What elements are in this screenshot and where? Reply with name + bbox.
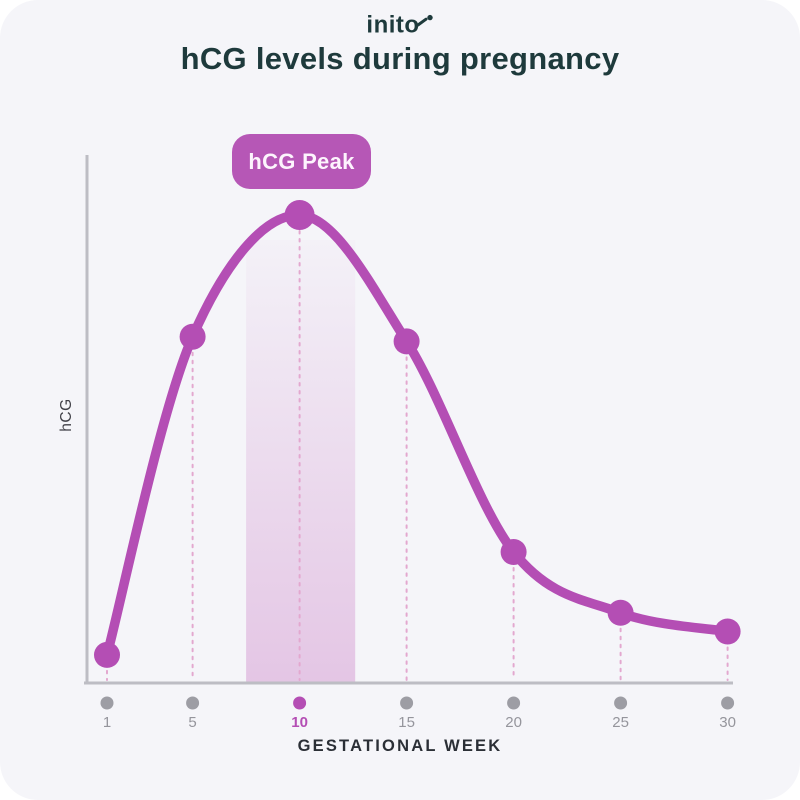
data-point bbox=[500, 539, 527, 565]
data-point bbox=[393, 328, 420, 355]
x-tick-label: 10 bbox=[291, 714, 308, 731]
x-tick-dot bbox=[293, 696, 307, 710]
logo-text: inito bbox=[366, 11, 420, 39]
x-tick-label: 20 bbox=[505, 714, 522, 731]
x-tick-dot bbox=[186, 696, 200, 710]
data-point bbox=[94, 641, 120, 668]
x-tick-dot bbox=[721, 696, 735, 710]
x-tick-label: 25 bbox=[612, 714, 629, 731]
logo: inito bbox=[0, 11, 800, 40]
x-tick-dot bbox=[614, 696, 628, 710]
logo-tail-icon bbox=[416, 14, 433, 27]
x-tick-label: 5 bbox=[188, 714, 196, 731]
data-point bbox=[179, 323, 206, 350]
highlight-band bbox=[246, 240, 356, 683]
x-tick-dot bbox=[100, 696, 114, 710]
hcg-peak-badge: hCG Peak bbox=[232, 134, 371, 189]
data-point bbox=[284, 200, 315, 230]
data-point bbox=[607, 599, 634, 626]
x-tick-label: 15 bbox=[398, 714, 415, 731]
x-tick-dot bbox=[400, 696, 414, 710]
page-title: hCG levels during pregnancy bbox=[180, 41, 620, 76]
x-tick-dot bbox=[507, 696, 521, 710]
data-point bbox=[714, 618, 741, 645]
x-axis-label: GESTATIONAL WEEK bbox=[297, 737, 503, 755]
x-tick-label: 1 bbox=[103, 714, 111, 731]
hcg-curve bbox=[102, 210, 733, 660]
x-tick-label: 30 bbox=[719, 714, 736, 731]
